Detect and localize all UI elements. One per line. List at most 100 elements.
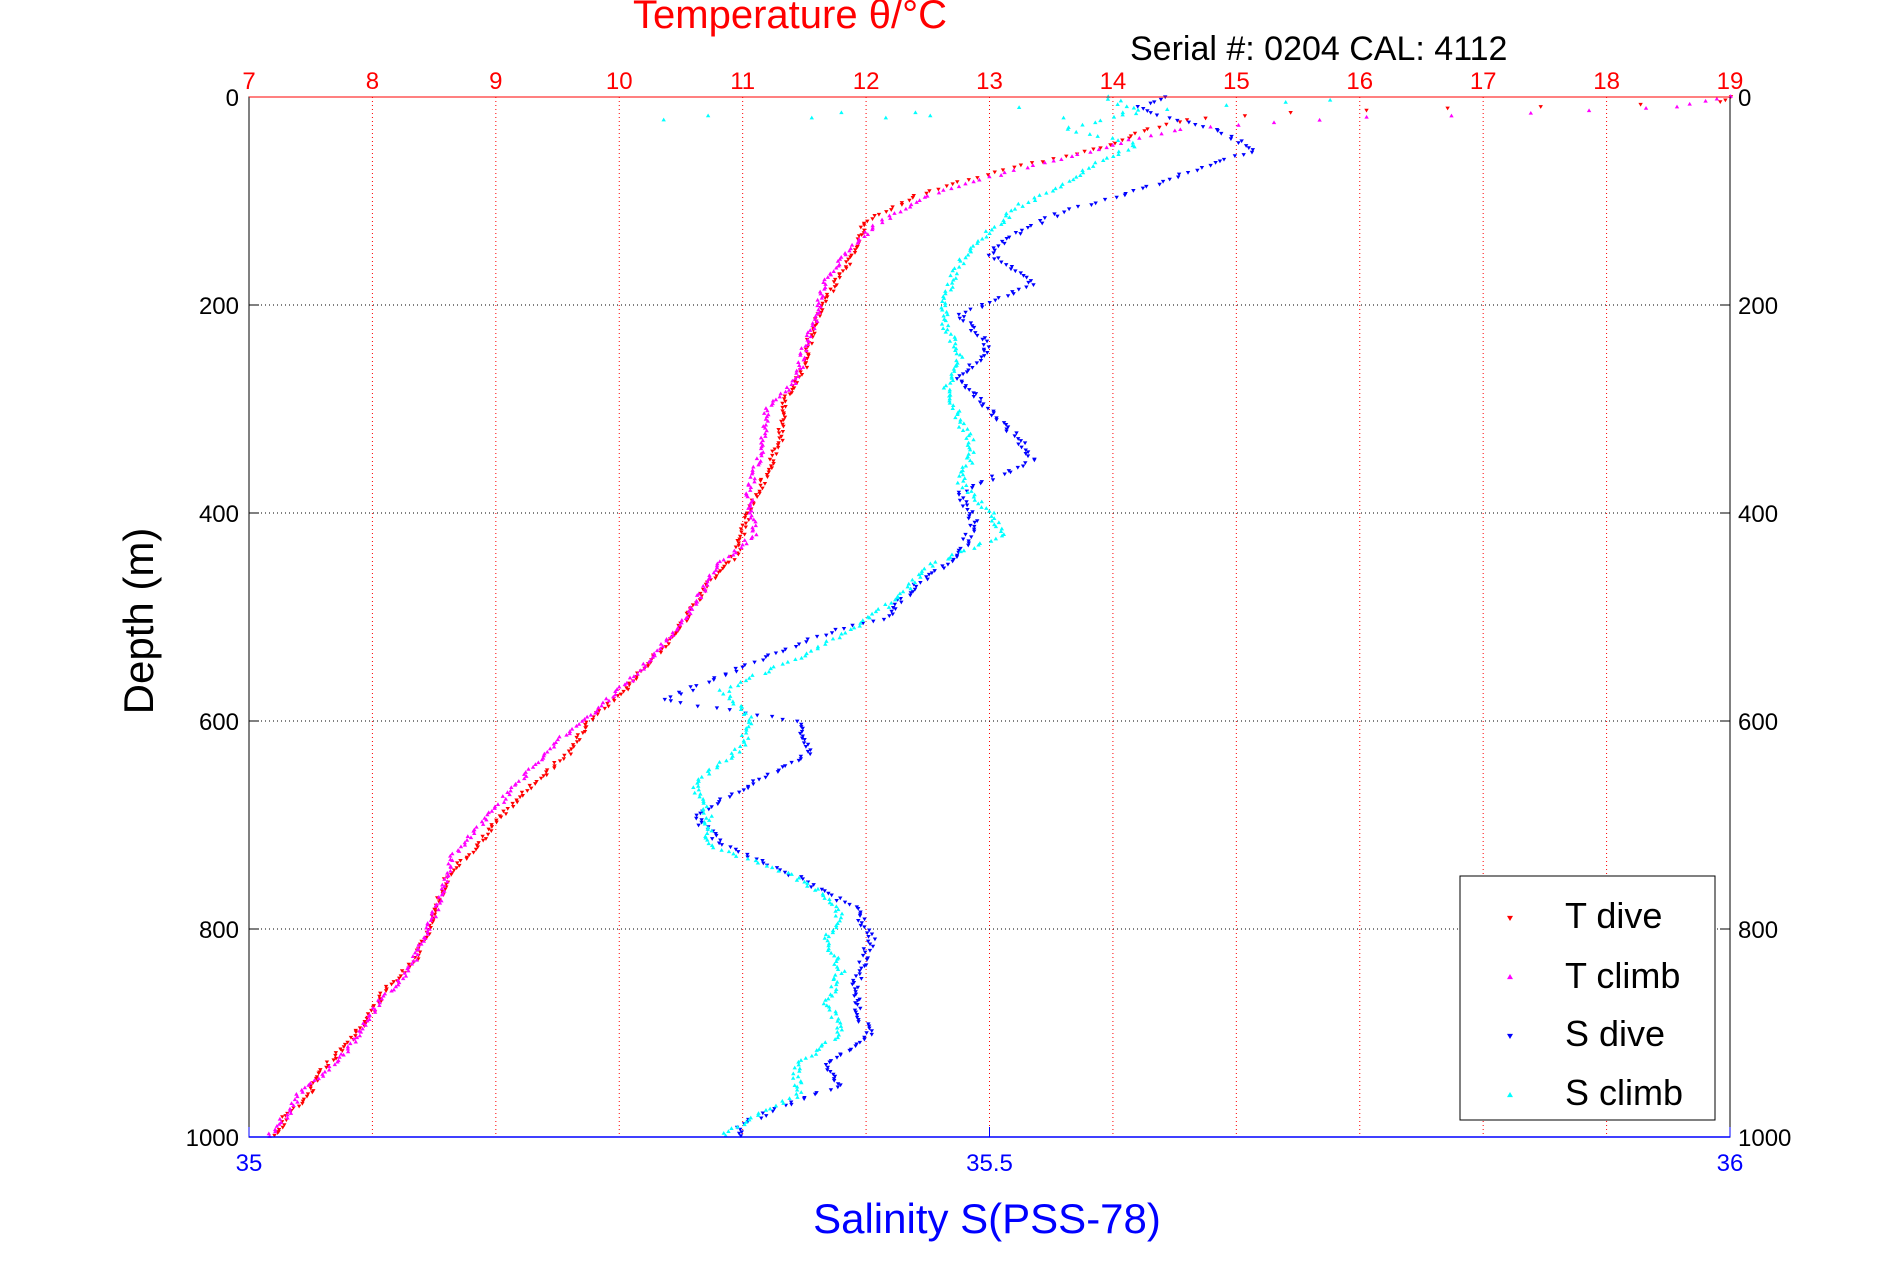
data-point [855, 240, 860, 245]
data-point [956, 490, 962, 495]
data-point [1016, 287, 1021, 292]
data-point [972, 524, 977, 529]
data-point [683, 616, 689, 620]
data-point [696, 823, 701, 828]
data-point [445, 874, 450, 879]
data-point [963, 463, 969, 468]
data-point [471, 850, 476, 855]
data-point [827, 897, 832, 902]
data-point [815, 886, 821, 891]
data-point [742, 663, 748, 668]
data-point [792, 379, 797, 384]
data-point [611, 694, 616, 699]
data-point [782, 764, 788, 769]
data-point [961, 548, 967, 553]
depth-tick-label-right: 800 [1738, 917, 1778, 944]
data-point [742, 1122, 747, 1127]
data-point [945, 323, 951, 328]
data-point [856, 1020, 861, 1024]
data-point [736, 541, 741, 546]
data-point [536, 760, 541, 765]
data-point [360, 1026, 365, 1031]
data-point [661, 117, 666, 122]
data-point [833, 1011, 839, 1016]
data-point [1364, 108, 1369, 113]
data-point [867, 942, 873, 947]
data-point [907, 204, 913, 209]
data-point [802, 738, 807, 742]
data-point [860, 621, 866, 626]
data-point [941, 187, 946, 192]
data-point [1002, 170, 1007, 175]
data-point [1118, 141, 1124, 146]
data-point [512, 782, 518, 787]
data-point [1128, 134, 1134, 139]
data-point [466, 853, 472, 857]
data-point [686, 609, 691, 613]
data-point [433, 909, 438, 914]
data-point [424, 925, 429, 930]
data-point [511, 804, 516, 809]
data-point [584, 714, 590, 719]
data-point [714, 563, 720, 568]
data-point [287, 1106, 293, 1111]
data-point [691, 785, 696, 789]
data-point [533, 762, 538, 766]
data-point [799, 736, 805, 741]
data-point [1132, 144, 1137, 149]
data-point [304, 1094, 310, 1099]
data-point [715, 561, 720, 566]
data-point [951, 277, 956, 282]
data-point [308, 1086, 313, 1091]
data-point [813, 1051, 819, 1056]
data-point [780, 649, 786, 654]
data-point [982, 354, 987, 358]
data-point [795, 374, 801, 379]
data-point [700, 807, 706, 812]
data-point [450, 858, 455, 863]
data-point [1152, 100, 1157, 105]
legend-marker-s-climb [1507, 1092, 1513, 1098]
data-point [1199, 165, 1205, 170]
data-point [1007, 215, 1012, 220]
data-point [835, 1035, 840, 1040]
data-point [439, 886, 445, 891]
data-point [828, 272, 834, 277]
data-point [828, 1088, 834, 1092]
data-point [1178, 127, 1183, 132]
data-point [727, 708, 732, 712]
data-point [764, 863, 770, 868]
data-point [827, 900, 833, 905]
data-point [1674, 104, 1680, 109]
data-point [955, 412, 960, 416]
data-point [605, 701, 610, 706]
data-point [684, 619, 690, 623]
data-point [816, 1047, 822, 1051]
data-point [738, 527, 744, 532]
data-point [862, 228, 867, 233]
data-point [853, 1001, 858, 1006]
data-point [698, 791, 703, 796]
data-point [808, 648, 814, 653]
data-point [310, 1090, 315, 1095]
data-point [1148, 133, 1154, 138]
data-point [963, 255, 968, 260]
data-point [711, 570, 717, 575]
data-point [1175, 175, 1181, 180]
data-point [971, 437, 976, 442]
data-point [365, 1012, 371, 1016]
data-point [804, 348, 809, 353]
data-point [832, 285, 838, 289]
data-point [1029, 161, 1035, 165]
data-point [838, 896, 843, 901]
data-point [1005, 425, 1011, 430]
data-point [743, 521, 749, 526]
data-point [720, 566, 726, 571]
data-point [1246, 146, 1252, 150]
data-point [345, 1049, 351, 1054]
data-point [712, 676, 717, 680]
data-point [749, 508, 754, 513]
data-point [714, 706, 720, 711]
data-point [947, 396, 952, 401]
data-point [1032, 458, 1037, 463]
